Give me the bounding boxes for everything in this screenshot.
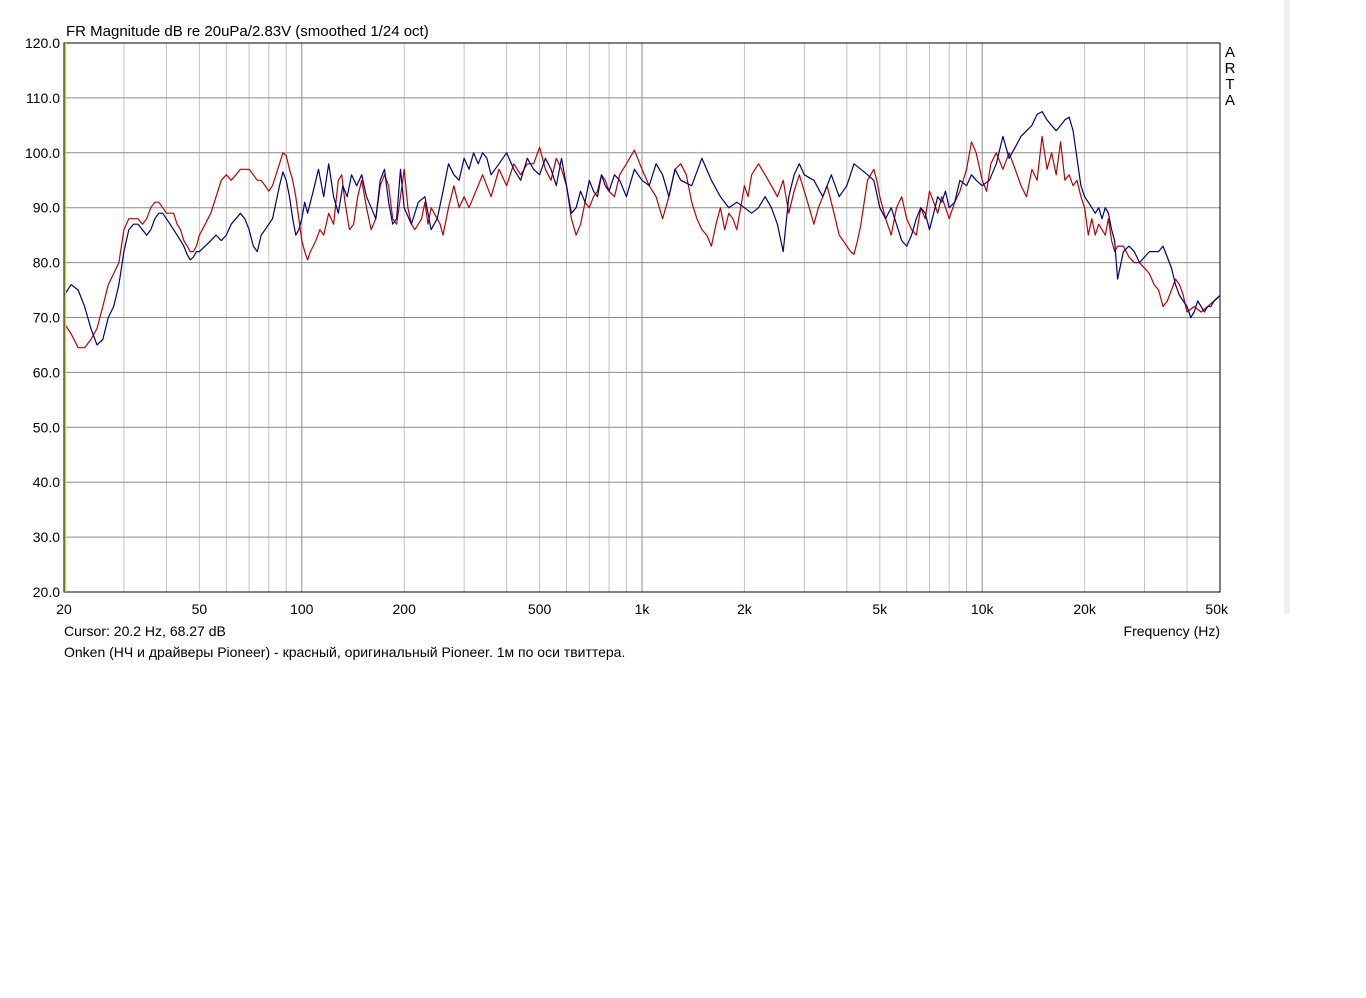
plot-frame: [63, 42, 1221, 593]
y-tick-label: 50.0: [33, 419, 60, 435]
x-tick-label: 500: [528, 601, 552, 617]
chart-title: FR Magnitude dB re 20uPa/2.83V (smoothed…: [66, 23, 429, 40]
cursor-readout: Cursor: 20.2 Hz, 68.27 dB: [64, 623, 226, 639]
series-line-2: [63, 111, 1221, 346]
y-tick-label: 80.0: [33, 255, 60, 271]
x-tick-label: 200: [393, 601, 417, 617]
measurement-note: Onken (НЧ и драйверы Pioneer) - красный,…: [64, 644, 625, 660]
x-tick-label: 20: [56, 601, 72, 617]
y-tick-label: 100.0: [25, 145, 60, 161]
series-layer: [63, 111, 1221, 349]
y-tick-label: 110.0: [26, 90, 60, 106]
x-tick-label: 10k: [971, 601, 995, 617]
x-tick-label: 5k: [872, 601, 888, 617]
series-line-1: [63, 135, 1221, 349]
brand-letter: T: [1225, 76, 1234, 93]
y-tick-label: 40.0: [33, 474, 60, 490]
grid: [64, 43, 1220, 592]
x-tick-label: 100: [290, 601, 314, 617]
x-axis-label: Frequency (Hz): [1124, 623, 1220, 639]
x-tick-label: 2k: [737, 601, 753, 617]
y-tick-label: 120.0: [25, 35, 60, 51]
x-tick-label: 1k: [635, 601, 651, 617]
y-tick-label: 70.0: [33, 310, 60, 326]
x-tick-label: 50: [192, 601, 208, 617]
brand-letter: A: [1225, 44, 1235, 61]
x-tick-label: 20k: [1073, 601, 1097, 617]
brand-letter: A: [1225, 92, 1235, 109]
window-edge-strip: [1284, 0, 1290, 614]
brand-letter: R: [1225, 60, 1236, 77]
x-tick-label: 50k: [1205, 601, 1229, 617]
y-tick-label: 30.0: [33, 529, 60, 545]
y-tick-label: 60.0: [33, 364, 60, 380]
y-tick-label: 90.0: [33, 200, 60, 216]
x-tick-labels: 20 50 100 200 500 1k 2k 5k 10k 20k 50k: [56, 601, 1229, 617]
y-tick-label: 20.0: [33, 584, 60, 600]
y-tick-labels: 120.0 110.0 100.0 90.0 80.0 70.0 60.0 50.0 40.0 3…: [25, 35, 60, 600]
